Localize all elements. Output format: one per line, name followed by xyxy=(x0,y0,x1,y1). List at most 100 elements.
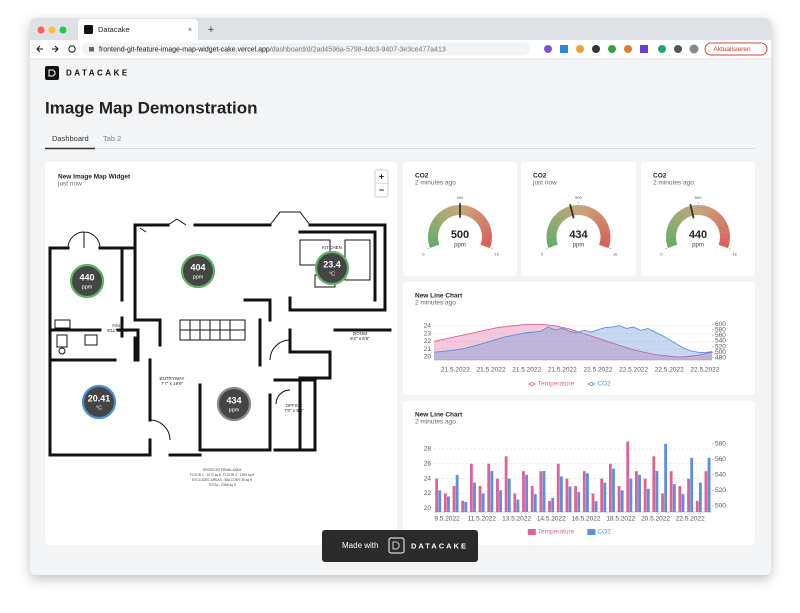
reload-button[interactable] xyxy=(68,45,76,53)
dashboard-tab[interactable]: Dashboard xyxy=(52,134,89,143)
zoom-out[interactable]: − xyxy=(379,185,384,195)
gauge-arc xyxy=(431,218,443,228)
x-tick-label: 21.5.2022 xyxy=(441,367,470,374)
bar xyxy=(478,486,482,512)
active-tab[interactable] xyxy=(78,19,198,40)
bar xyxy=(664,443,668,512)
gauge-arc xyxy=(470,208,480,220)
close-button[interactable] xyxy=(37,26,45,34)
chart-title: New Line Chart xyxy=(415,412,463,419)
gauge-value: 434 xyxy=(569,229,588,241)
chart-title: CO2 xyxy=(415,173,429,180)
y-tick-label: 26 xyxy=(424,460,432,467)
series-area xyxy=(434,324,712,360)
series-line xyxy=(433,323,713,358)
update-button[interactable] xyxy=(704,42,768,56)
gauge-arc xyxy=(711,211,722,222)
gauge-unit: ppm xyxy=(692,243,704,249)
gauge-arc xyxy=(559,208,569,220)
logo-mark xyxy=(45,66,59,80)
gauge-arc xyxy=(678,208,689,220)
extension-icon[interactable] xyxy=(624,45,632,53)
url: frontend-git-feature-image-map-widget-ca… xyxy=(99,46,446,53)
bar xyxy=(548,500,551,512)
made-with-badge[interactable] xyxy=(322,530,478,562)
widget-updated: just now xyxy=(57,181,82,188)
chart-subtitle: 2 minutes ago xyxy=(415,419,456,426)
gauge-arc xyxy=(437,211,448,222)
back-button[interactable] xyxy=(36,45,43,53)
x-tick-label: 14.5.2022 xyxy=(537,516,566,523)
extension-icon[interactable] xyxy=(658,45,666,53)
gauge-arc xyxy=(445,206,454,218)
room-dimensions: 9'2" x 6'6" xyxy=(350,336,370,341)
bar xyxy=(652,456,656,512)
gauge-arc xyxy=(717,223,729,231)
extension-icon[interactable] xyxy=(544,45,552,53)
gauge-tick xyxy=(609,248,612,250)
new-tab[interactable]: + xyxy=(208,24,214,36)
bar xyxy=(574,486,578,512)
y2-tick-label: 500 xyxy=(715,349,726,356)
x-tick-label: 13.5.2022 xyxy=(502,516,531,523)
bar xyxy=(594,501,598,512)
bar xyxy=(461,500,465,512)
y2-tick-label: 500 xyxy=(715,503,726,510)
y-tick-label: 23 xyxy=(424,330,432,337)
bar xyxy=(672,484,676,512)
extension-icon[interactable] xyxy=(608,45,616,53)
gauge-tick-label: 500 xyxy=(695,195,702,200)
bar xyxy=(638,474,641,512)
zoom-in[interactable]: + xyxy=(379,171,384,181)
zoom-button[interactable] xyxy=(59,26,67,34)
gauge-arc xyxy=(666,240,678,248)
extension-icon[interactable] xyxy=(640,45,648,53)
gauge-arc xyxy=(596,218,608,228)
gauge-tick-label: 0 xyxy=(541,251,544,256)
gauge-tick-label: 1k xyxy=(613,251,617,256)
chart-subtitle: 2 minutes ago xyxy=(415,180,456,187)
bar xyxy=(542,470,546,512)
bar xyxy=(438,490,442,512)
bar xyxy=(678,486,682,512)
forward-button[interactable] xyxy=(52,45,59,53)
bar xyxy=(698,482,702,512)
legend-label: CO2 xyxy=(597,381,611,388)
profile-avatar[interactable] xyxy=(689,44,699,54)
x-tick-label: 11.5.2022 xyxy=(468,516,497,523)
gauge-tick-label: 1k xyxy=(733,251,737,256)
bar xyxy=(499,490,502,512)
y2-tick-label: 580 xyxy=(715,327,726,334)
legend-swatch xyxy=(589,381,594,386)
sensor-unit: ppm xyxy=(229,407,240,413)
gauge-arc xyxy=(671,214,683,225)
extension-icon[interactable] xyxy=(560,45,568,53)
gauge-arc xyxy=(708,208,718,220)
gauge-arc xyxy=(480,241,492,249)
gauge-arc xyxy=(588,208,598,220)
gauge-arc xyxy=(547,240,558,248)
extension-icon[interactable] xyxy=(674,45,682,53)
tab-2[interactable]: Tab 2 xyxy=(103,134,121,143)
bar xyxy=(513,493,517,512)
sensor-value: 23.4 xyxy=(323,259,341,269)
gauge-arc xyxy=(428,240,440,248)
x-tick-label: 20.5.2022 xyxy=(641,516,670,523)
legend-label: CO2 xyxy=(597,529,611,536)
room-label: OFFICE xyxy=(286,403,303,408)
gauge-arc xyxy=(555,211,566,222)
gauge-arc xyxy=(479,223,491,231)
bar xyxy=(646,488,650,512)
update-button-label: Aktualisieren xyxy=(713,46,751,53)
tab-close[interactable]: × xyxy=(188,27,192,34)
y2-tick-label: 520 xyxy=(715,487,726,494)
legend-label: Temperature xyxy=(538,381,575,388)
minimize-button[interactable] xyxy=(48,26,56,34)
gauge-arc xyxy=(481,237,492,244)
address-bar[interactable] xyxy=(82,42,530,56)
bar xyxy=(530,486,534,512)
extension-icon[interactable] xyxy=(576,45,584,53)
extension-icon[interactable] xyxy=(592,45,600,53)
bar xyxy=(490,470,494,512)
bar xyxy=(586,473,589,512)
